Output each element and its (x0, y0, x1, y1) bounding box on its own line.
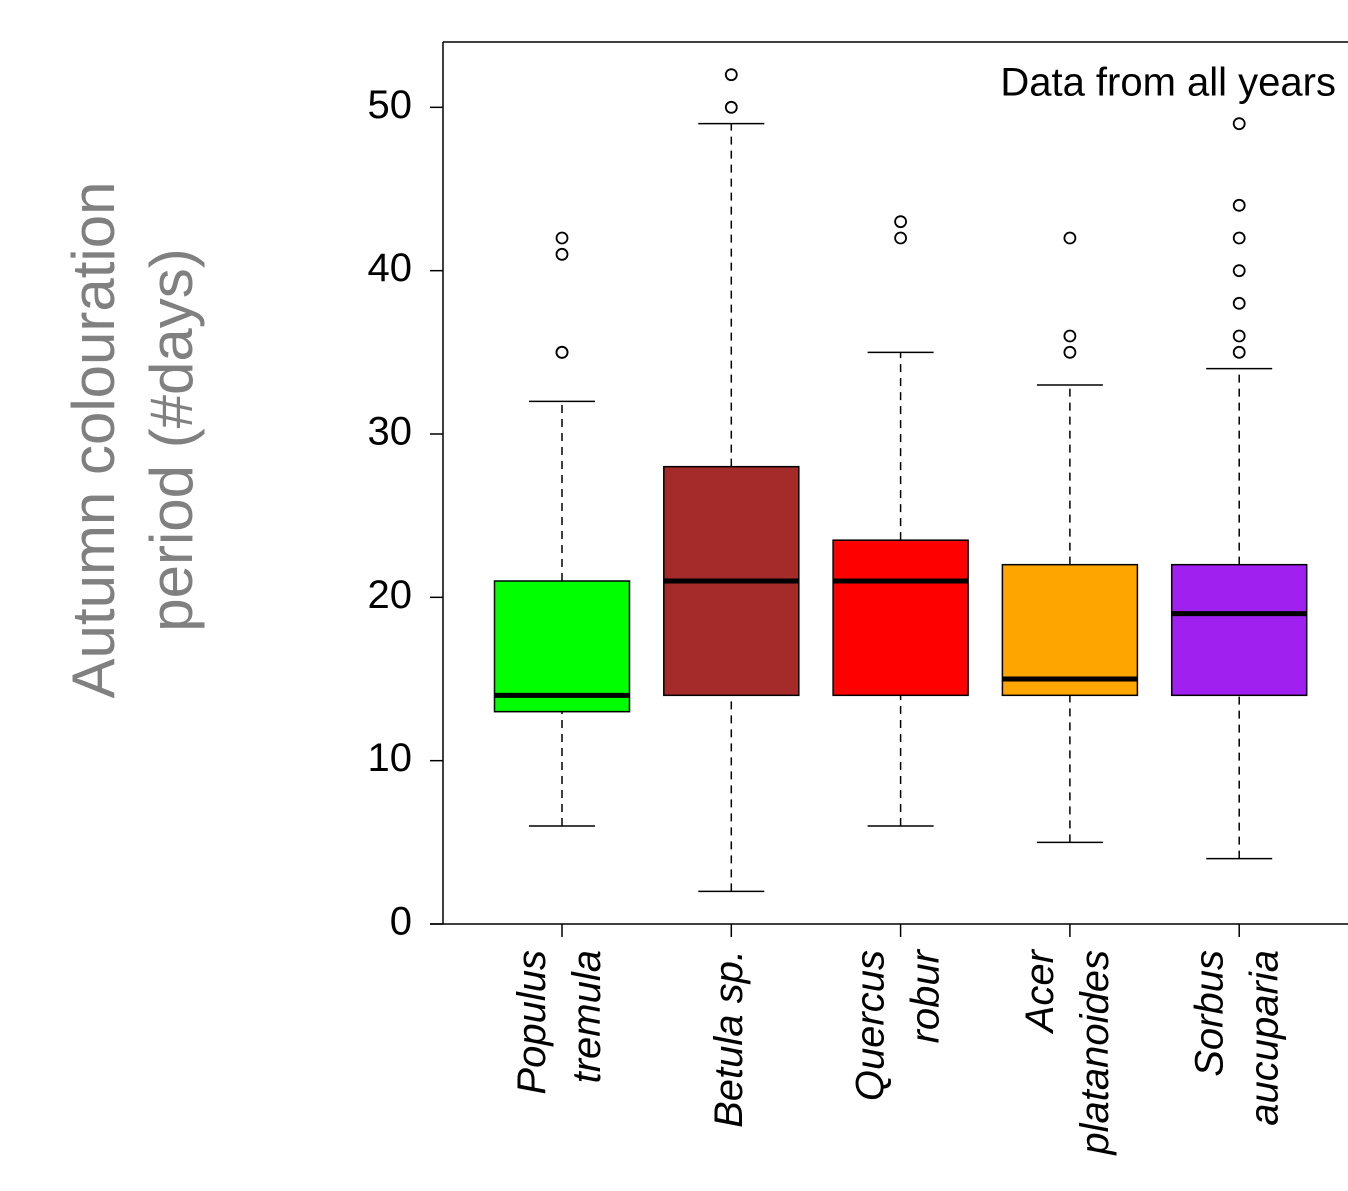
y-tick-label: 20 (368, 573, 413, 617)
y-tick-label: 30 (368, 410, 413, 454)
outlier (555, 231, 569, 245)
outlier (1232, 231, 1246, 245)
box (493, 580, 631, 713)
y-axis-title-line: Autumn colouration (60, 182, 127, 699)
outlier (1232, 296, 1246, 310)
x-tick-label-line: platanoides (1073, 950, 1117, 1156)
box (832, 539, 969, 697)
outlier (1063, 329, 1077, 343)
y-tick-label: 40 (368, 246, 413, 290)
outlier (1063, 345, 1077, 359)
outlier (1232, 198, 1246, 212)
y-tick-label: 50 (368, 83, 413, 127)
y-tick-label: 10 (368, 736, 413, 780)
x-tick-label: Acer platanoides (1018, 948, 1117, 1155)
x-tick-label-line: Acer (1018, 948, 1062, 1034)
box (1001, 563, 1139, 697)
x-tick-label-line: tremula (565, 950, 609, 1083)
y-axis-title: Autumn colouration period (#days) (60, 182, 205, 699)
x-tick-label: Quercus robur (849, 948, 948, 1101)
y-axis-title-line: period (#days) (138, 248, 205, 632)
y-tick-label: 0 (390, 900, 412, 944)
x-tick-label: Populus tremula (510, 950, 609, 1095)
annotation: Data from all years (1000, 61, 1336, 105)
outlier (1063, 231, 1077, 245)
x-tick-label-line: Populus (510, 950, 554, 1095)
x-tick-label: Sorbus aucuparia (1187, 950, 1286, 1126)
x-tick-label-line: Betula sp. (707, 950, 751, 1128)
x-tick-label-line: aucuparia (1242, 950, 1286, 1126)
outlier (724, 100, 738, 114)
outlier (555, 247, 569, 261)
x-tick-label-line: Quercus (849, 950, 893, 1101)
outlier (1232, 329, 1246, 343)
x-tick-label-line: robur (904, 948, 948, 1043)
x-tick-label: Betula sp. (707, 950, 751, 1128)
outlier (555, 345, 569, 359)
outlier (894, 215, 907, 229)
outlier (894, 231, 907, 245)
outlier (1232, 117, 1246, 131)
outlier (1232, 345, 1246, 359)
outlier (1232, 264, 1246, 278)
box (1170, 563, 1308, 697)
outlier (724, 68, 738, 82)
x-tick-label-line: Sorbus (1187, 950, 1231, 1077)
